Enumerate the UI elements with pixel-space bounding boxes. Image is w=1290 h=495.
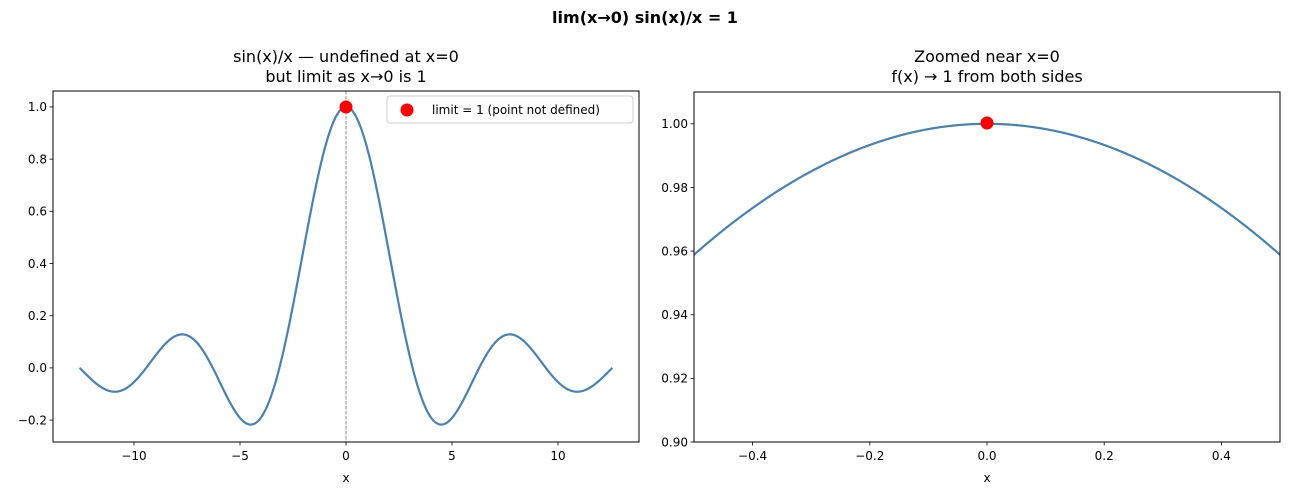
right-title-line1: Zoomed near x=0 (914, 47, 1060, 66)
left-title-line2: but limit as x→0 is 1 (265, 67, 426, 86)
y-tick-label: 0.94 (661, 308, 688, 322)
x-tick-label: 0.0 (977, 449, 996, 463)
x-tick-label: 0.4 (1212, 449, 1231, 463)
y-tick-label: 0.8 (28, 152, 47, 166)
right-y-axis-ticks: 0.90 0.92 0.94 0.96 0.98 1.00 (661, 117, 694, 449)
limit-point-left (339, 100, 353, 114)
x-tick-label: −0.4 (738, 449, 767, 463)
y-tick-label: 0.96 (661, 244, 688, 258)
left-x-axis-ticks: −10 −5 0 5 10 (121, 442, 566, 463)
x-tick-label: 0 (342, 449, 350, 463)
y-tick-label: 0.92 (661, 372, 688, 386)
y-tick-label: 1.00 (661, 117, 688, 131)
y-tick-label: 0.0 (28, 361, 47, 375)
legend-box (386, 95, 634, 124)
right-plot-area (694, 92, 1280, 442)
left-axes-frame (52, 90, 640, 443)
x-tick-label: −0.2 (855, 449, 884, 463)
legend: limit = 1 (point not defined) (386, 95, 634, 124)
right-x-axis-ticks: −0.4 −0.2 0.0 0.2 0.4 (738, 442, 1231, 463)
y-tick-label: −0.2 (18, 413, 47, 427)
y-tick-label: 0.6 (28, 205, 47, 219)
x-tick-label: 0.2 (1095, 449, 1114, 463)
right-axes-frame (693, 91, 1281, 443)
legend-marker-icon (400, 103, 414, 117)
limit-point-right (980, 116, 994, 130)
y-tick-label: 0.2 (28, 309, 47, 323)
y-tick-label: 0.90 (661, 435, 688, 449)
x-tick-label: −10 (121, 449, 146, 463)
figure-suptitle: lim(x→0) sin(x)/x = 1 (552, 8, 738, 27)
y-tick-label: 1.0 (28, 100, 47, 114)
y-tick-label: 0.4 (28, 257, 47, 271)
left-title-line1: sin(x)/x — undefined at x=0 (233, 47, 459, 66)
right-title-line2: f(x) → 1 from both sides (891, 67, 1082, 86)
x-tick-label: 10 (550, 449, 565, 463)
left-xlabel: x (342, 471, 349, 485)
left-y-axis-ticks: −0.2 0.0 0.2 0.4 0.6 0.8 1.0 (18, 100, 53, 427)
right-panel: Zoomed near x=0 f(x) → 1 from both sides… (661, 47, 1281, 485)
left-panel: sin(x)/x — undefined at x=0 but limit as… (18, 47, 640, 485)
legend-label: limit = 1 (point not defined) (432, 103, 600, 117)
x-tick-label: 5 (448, 449, 456, 463)
x-tick-label: −5 (231, 449, 249, 463)
y-tick-label: 0.98 (661, 181, 688, 195)
right-xlabel: x (983, 471, 990, 485)
